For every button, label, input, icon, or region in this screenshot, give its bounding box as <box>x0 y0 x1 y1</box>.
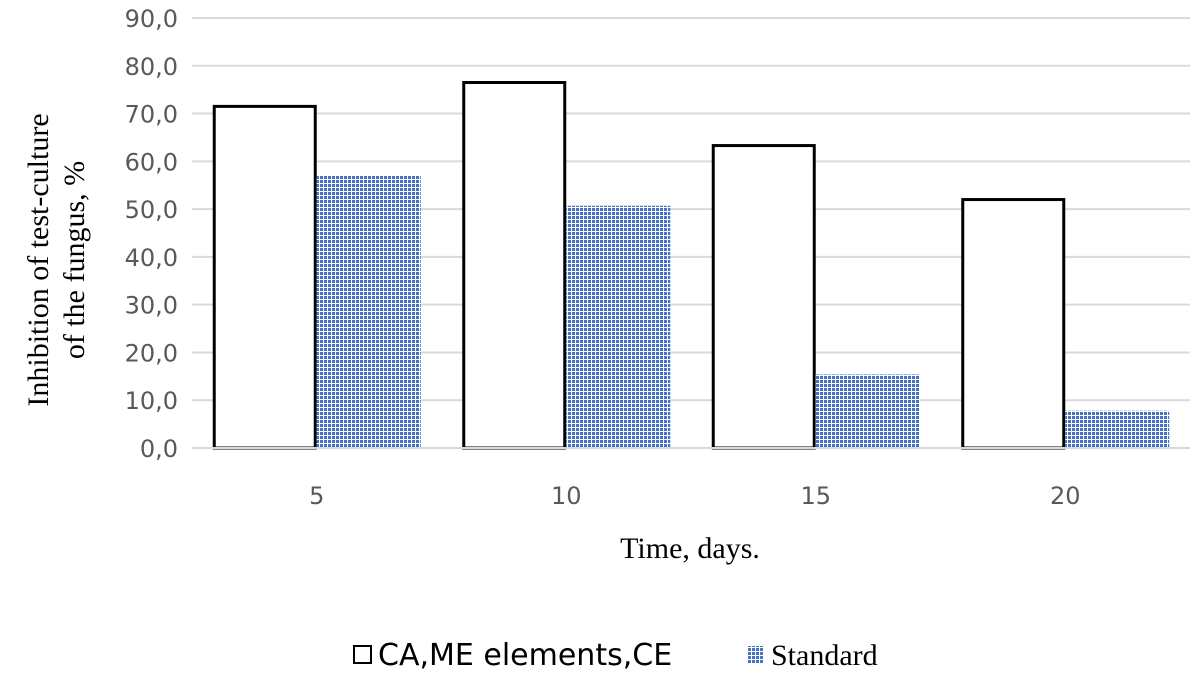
x-axis-title: Time, days. <box>620 532 760 565</box>
bar-standard-10 <box>566 205 671 448</box>
bar-ca-me-20 <box>961 198 1066 450</box>
y-tick-label: 50,0 <box>125 196 178 224</box>
bar-ca-me-10 <box>462 81 567 450</box>
bar-ca-me-5 <box>212 104 317 450</box>
x-tick-label: 5 <box>309 482 324 510</box>
x-tick-labels: 5 10 15 20 <box>309 482 1080 510</box>
bar-ca-me-15 <box>711 144 816 450</box>
y-tick-label: 0,0 <box>140 435 178 463</box>
legend-label-standard: Standard <box>771 639 878 672</box>
y-tick-label: 10,0 <box>125 387 178 415</box>
y-axis-title-line-2: of the fungus, % <box>58 161 91 359</box>
y-tick-label: 70,0 <box>125 101 178 129</box>
legend: CA,ME elements,CE Standard <box>353 638 878 673</box>
y-axis-title-line-1: Inhibition of test-culture <box>22 113 55 406</box>
x-tick-label: 10 <box>551 482 582 510</box>
y-tick-label: 20,0 <box>125 339 178 367</box>
legend-swatch-ca-me <box>353 645 372 664</box>
y-tick-label: 80,0 <box>125 53 178 81</box>
y-tick-label: 60,0 <box>125 148 178 176</box>
y-axis-title: Inhibition of test-culture of the fungus… <box>22 113 91 406</box>
y-tick-label: 40,0 <box>125 244 178 272</box>
y-tick-label: 90,0 <box>125 5 178 33</box>
y-tick-labels: 0,0 10,0 20,0 30,0 40,0 50,0 60,0 70,0 80,0 90,0 <box>125 5 178 463</box>
bar-standard-15 <box>815 374 920 448</box>
x-tick-label: 20 <box>1050 482 1081 510</box>
y-tick-label: 30,0 <box>125 292 178 320</box>
bar-standard-5 <box>316 175 421 448</box>
legend-swatch-standard <box>747 646 764 663</box>
bar-standard-20 <box>1065 410 1170 448</box>
legend-label-ca-me: CA,ME elements,CE <box>378 638 672 673</box>
bars <box>212 81 1170 450</box>
x-tick-label: 15 <box>800 482 831 510</box>
